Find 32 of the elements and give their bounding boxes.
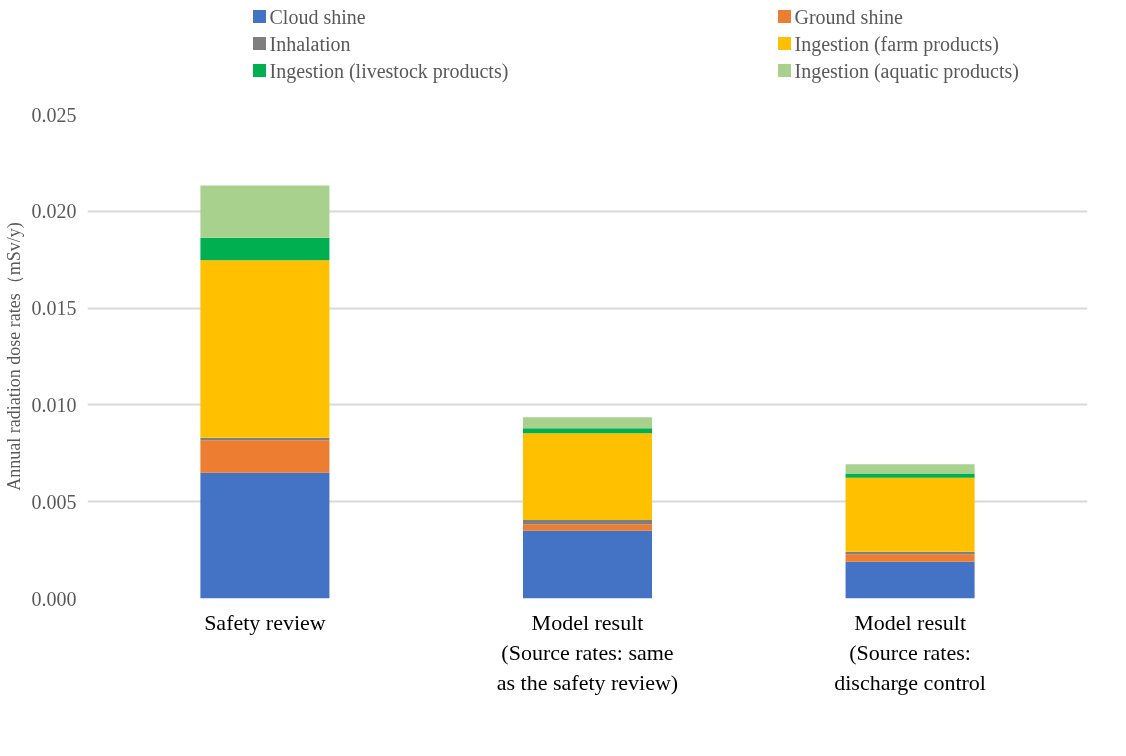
- y-tick-label: 0.020: [31, 200, 77, 223]
- y-tick-label: 0.000: [31, 587, 77, 610]
- bar: [522, 428, 653, 434]
- bar: [200, 472, 330, 599]
- bar: [845, 473, 975, 478]
- x-tick-label: Model result (Source rates: discharge control: [834, 609, 986, 695]
- legend-label: Inhalation: [269, 32, 351, 55]
- y-tick-label: 0.005: [31, 490, 77, 513]
- bar: [200, 260, 330, 438]
- legend-label: Ingestion (aquatic products): [794, 59, 1019, 83]
- x-tick-label: Model result (Source rates: same as the safety review): [496, 609, 679, 695]
- legend-label: Cloud shine: [269, 5, 366, 28]
- bar: [522, 520, 653, 525]
- bar: [200, 237, 330, 261]
- bar: [522, 433, 653, 521]
- bar: [845, 554, 975, 562]
- bar: [845, 561, 975, 599]
- legend-label: Ingestion (livestock products): [269, 59, 509, 83]
- bar: [522, 524, 653, 531]
- bar: [845, 464, 975, 474]
- y-tick-label: 0.015: [31, 297, 77, 320]
- legend-label: Ingestion (farm products): [794, 32, 999, 56]
- bar: [845, 477, 975, 552]
- bar: [522, 530, 653, 599]
- legend-label: Ground shine: [794, 5, 903, 28]
- x-tick-label: Safety review: [204, 609, 326, 635]
- bar: [200, 440, 330, 473]
- bar: [522, 417, 653, 429]
- bar: [200, 185, 330, 238]
- y-tick-label: 0.010: [31, 393, 77, 416]
- y-axis-title: Annual radiation dose rates（mSv/y): [3, 222, 25, 491]
- y-tick-label: 0.025: [31, 103, 77, 126]
